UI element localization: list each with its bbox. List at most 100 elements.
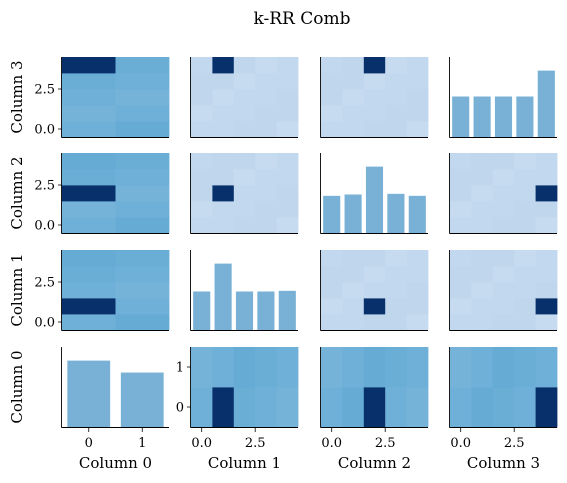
- y-axis-label: Column 2: [8, 156, 26, 229]
- chart-title: k-RR Comb: [254, 9, 351, 29]
- heatmap-cell: [276, 89, 299, 106]
- heatmap-cell: [233, 73, 256, 90]
- x-axis-label: Column 1: [208, 454, 281, 472]
- heatmap-cell: [321, 298, 343, 315]
- heatmap-cell: [514, 153, 536, 170]
- heatmap-cell: [233, 347, 256, 388]
- histogram-bar: [537, 70, 555, 137]
- y-axis-label: Column 0: [8, 350, 26, 423]
- heatmap-cell: [276, 387, 299, 428]
- heatmap-cell: [363, 250, 386, 267]
- heatmap-cell: [191, 105, 213, 122]
- heatmap-cell: [255, 73, 277, 90]
- heatmap-cell: [406, 282, 429, 299]
- heatmap-cell-peak: [535, 298, 558, 315]
- histogram-bar: [323, 195, 341, 233]
- y-tick-label: 2.5: [34, 83, 55, 98]
- heatmap-cell: [62, 282, 116, 299]
- heatmap-cell: [471, 201, 494, 218]
- heatmap-cell: [450, 282, 472, 299]
- heatmap-cell: [363, 266, 386, 283]
- heatmap-cell: [406, 314, 429, 331]
- x-tick-label: 2.5: [245, 436, 266, 451]
- heatmap-cell: [535, 201, 558, 218]
- heatmap-cell-peak: [212, 185, 235, 202]
- heatmap-cell: [62, 105, 116, 122]
- x-axis-label: Column 3: [467, 454, 540, 472]
- heatmap-cell: [385, 298, 407, 315]
- heatmap-cell: [115, 250, 170, 267]
- histogram-bar: [214, 263, 232, 330]
- heatmap-cell: [450, 314, 472, 331]
- heatmap-cell: [212, 121, 235, 138]
- heatmap-cell: [535, 347, 558, 388]
- heatmap-cell: [62, 73, 116, 90]
- heatmap-cell: [535, 282, 558, 299]
- heatmap-cell: [212, 105, 235, 122]
- subplot-0-1: 0 1 0.0 2.5 Column 1: [176, 347, 299, 472]
- heatmap-cell: [385, 121, 407, 138]
- heatmap-cell: [255, 347, 277, 388]
- histogram-bar: [120, 372, 164, 427]
- heatmap-cell: [321, 121, 343, 138]
- heatmap-cell: [514, 217, 536, 234]
- heatmap-cell: [115, 105, 170, 122]
- heatmap-cell: [385, 266, 407, 283]
- y-tick-label: 0.0: [34, 123, 55, 138]
- heatmap-cell: [255, 387, 277, 428]
- heatmap-cell: [342, 387, 365, 428]
- heatmap-cell: [255, 89, 277, 106]
- heatmap-cell: [233, 105, 256, 122]
- heatmap-cell-peak: [212, 57, 235, 74]
- heatmap-cell: [233, 121, 256, 138]
- heatmap-cell: [492, 347, 515, 388]
- y-tick-label: 0.0: [34, 316, 55, 331]
- heatmap-cell: [212, 217, 235, 234]
- heatmap-cell-peak: [62, 185, 116, 202]
- heatmap-cell-peak: [363, 57, 386, 74]
- heatmap-cell: [492, 201, 515, 218]
- heatmap-cell: [212, 201, 235, 218]
- heatmap-cell: [363, 73, 386, 90]
- x-tick-label: 0: [85, 436, 93, 451]
- heatmap-cell: [492, 250, 515, 267]
- heatmap-cell: [385, 347, 407, 388]
- heatmap-cell: [212, 73, 235, 90]
- heatmap-cell: [385, 105, 407, 122]
- heatmap-cell: [321, 314, 343, 331]
- heatmap-cell: [406, 57, 429, 74]
- heatmap-cell: [191, 169, 213, 186]
- subplot-3-1: [190, 57, 299, 138]
- y-tick-label: 0.0: [34, 219, 55, 234]
- subplot-1-0: 0.0 2.5 Column 1: [8, 250, 170, 331]
- heatmap-cell: [492, 387, 515, 428]
- heatmap-cell: [492, 185, 515, 202]
- heatmap-cell: [115, 298, 170, 315]
- heatmap-cell: [450, 266, 472, 283]
- heatmap-cell: [342, 73, 365, 90]
- heatmap-cell-peak: [62, 57, 116, 74]
- subplot-3-0: 0.0 2.5 Column 3: [8, 57, 170, 138]
- heatmap-cell: [471, 217, 494, 234]
- heatmap-cell: [115, 169, 170, 186]
- heatmap-cell: [233, 89, 256, 106]
- subplot-3-2: [320, 57, 429, 138]
- histogram-bar: [344, 194, 362, 233]
- histogram-bar: [516, 96, 534, 137]
- heatmap-cell: [276, 347, 299, 388]
- heatmap-cell: [233, 169, 256, 186]
- heatmap-cell-peak: [363, 387, 386, 428]
- heatmap-cell: [514, 298, 536, 315]
- heatmap-cell: [406, 121, 429, 138]
- heatmap-cell: [535, 250, 558, 267]
- heatmap-cell: [342, 282, 365, 299]
- heatmap-cell: [514, 185, 536, 202]
- heatmap-cell: [321, 266, 343, 283]
- subplot-0-3: 0.0 2.5 Column 3: [449, 347, 558, 472]
- subplot-1-3: [449, 250, 558, 331]
- heatmap-cell: [385, 89, 407, 106]
- heatmap-cell-peak: [363, 298, 386, 315]
- heatmap-cell: [492, 282, 515, 299]
- heatmap-cell: [342, 89, 365, 106]
- histogram-bar: [67, 360, 111, 427]
